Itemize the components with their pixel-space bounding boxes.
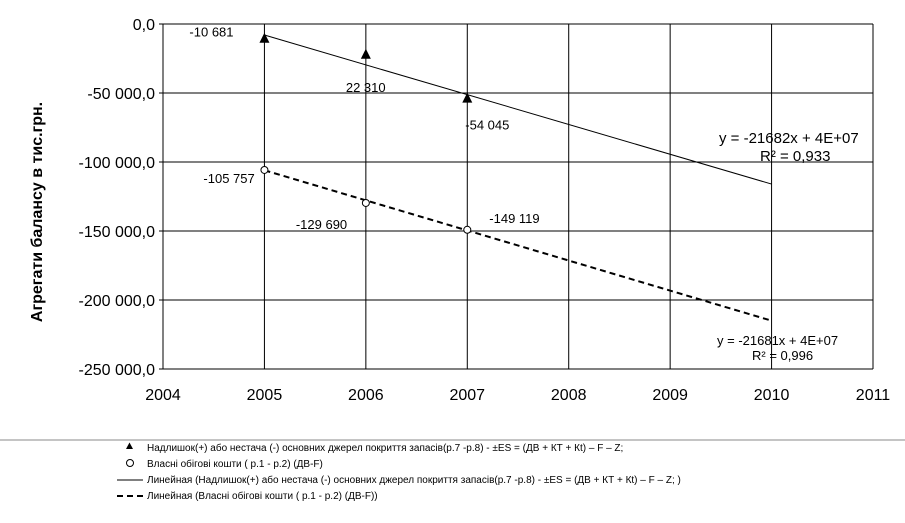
y-tick-label: 0,0 <box>133 17 155 34</box>
y-tick-label: -50 000,0 <box>87 86 155 103</box>
x-tick-label: 2010 <box>754 387 790 404</box>
y-tick-label: -200 000,0 <box>78 293 155 310</box>
x-tick-label: 2007 <box>449 387 485 404</box>
point-triangle <box>462 92 473 103</box>
point-triangle <box>259 32 270 43</box>
point-triangle <box>360 48 371 59</box>
x-tick-label: 2009 <box>652 387 688 404</box>
point-circle <box>463 225 472 234</box>
trendline-2 <box>264 169 772 322</box>
point-circle <box>260 165 269 174</box>
data-label: 22 310 <box>346 80 386 95</box>
grid <box>159 23 874 370</box>
data-label: -10 681 <box>189 25 233 40</box>
data-labels: -10 681 22 310 -54 045 -105 757 -129 690 -149… <box>189 25 539 232</box>
legend-label-series-2: Власні обігові кошти ( р.1 - р.2) (ДВ-F) <box>147 458 323 470</box>
legend-label-trend-1: Линейная (Надлишок(+) або нестача (-) ос… <box>147 474 681 486</box>
legend: Надлишок(+) або нестача (-) основних дже… <box>0 439 905 502</box>
trendline-1-r2: R² = 0,933 <box>760 148 830 165</box>
data-label: -54 045 <box>465 118 509 133</box>
trendline-2-r2: R² = 0,996 <box>752 348 813 363</box>
data-label: -105 757 <box>203 171 254 186</box>
legend-label-trend-2: Линейная (Власні обігові кошти ( р.1 - р… <box>147 490 378 502</box>
y-tick-label: -100 000,0 <box>78 155 155 172</box>
y-axis-label: Агрегати балансу в тис.грн. <box>29 102 46 322</box>
legend-marker-circle <box>126 459 134 467</box>
x-tick-label: 2011 <box>856 387 891 404</box>
legend-label-series-1: Надлишок(+) або нестача (-) основних дже… <box>147 442 623 454</box>
data-label: -149 119 <box>489 211 539 226</box>
x-tick-label: 2005 <box>247 387 283 404</box>
point-circle <box>361 198 370 207</box>
trendline-1-equation: y = -21682x + 4E+07 <box>719 130 859 147</box>
data-points <box>259 32 473 234</box>
trendlines <box>264 34 772 322</box>
trendline-2-equation: y = -21681x + 4E+07 <box>717 333 838 348</box>
x-tick-label: 2008 <box>551 387 587 404</box>
trendline-1 <box>264 34 772 185</box>
x-tick-label: 2006 <box>348 387 384 404</box>
x-tick-labels: 2004 2005 2006 2007 2008 2009 2010 2011 <box>145 387 890 404</box>
legend-marker-triangle <box>126 442 133 449</box>
x-tick-label: 2004 <box>145 387 181 404</box>
y-tick-label: -150 000,0 <box>78 224 155 241</box>
y-tick-labels: 0,0 -50 000,0 -100 000,0 -150 000,0 -200 000… <box>78 17 155 379</box>
y-tick-label: -250 000,0 <box>78 362 155 379</box>
data-label: -129 690 <box>296 217 347 232</box>
